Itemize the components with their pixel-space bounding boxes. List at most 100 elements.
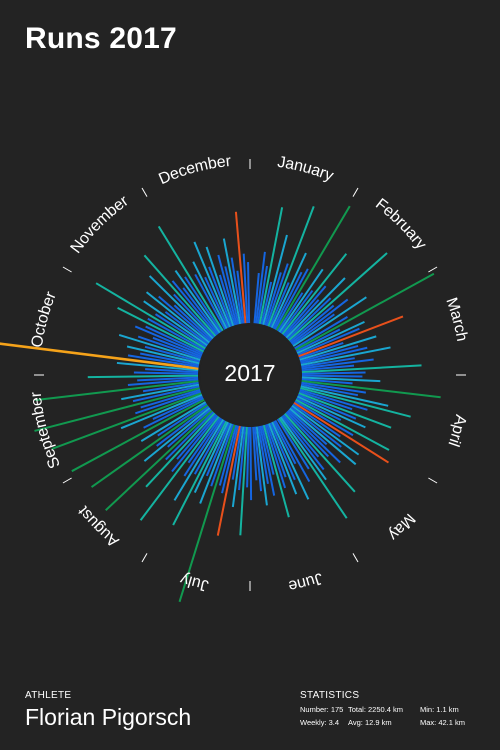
month-label: April [444,413,469,448]
run-bar [281,253,348,335]
run-bar [145,412,216,488]
run-bar [295,272,435,351]
statistics-block: STATISTICS Number: 175 Total: 2250.4 km … [300,690,495,727]
run-bar [294,316,348,350]
run-bar [274,419,311,483]
run-bar [95,282,206,350]
run-bar [270,252,307,329]
run-bar [301,357,355,368]
run-bar [293,401,390,464]
run-bar [295,398,390,451]
run-bar [286,297,332,340]
run-bar [242,253,249,324]
stat-max: Max: 42.1 km [420,718,466,727]
run-bar [294,400,354,437]
run-bar [193,421,229,494]
run-bar [120,393,203,430]
run-bar [236,270,245,324]
run-bar [231,426,243,480]
run-bar [300,385,389,407]
run-bar [272,420,297,465]
run-bar [132,385,200,403]
run-bar [259,425,276,496]
radial-run-chart: JanuaryFebruaryMarchAprilMayJuneJulyAugu… [0,153,470,603]
month-label: March [442,296,470,343]
run-bar [279,416,327,481]
run-bar [289,407,357,466]
run-bar [71,398,205,473]
run-bar [291,313,335,346]
run-bar [218,424,238,486]
run-bar [208,266,233,327]
run-bar [140,388,201,409]
run-bar [271,421,310,500]
run-bar [301,380,441,399]
run-bar [157,225,224,332]
run-bar [300,346,368,365]
run-bar [238,426,247,491]
run-bar [221,425,239,494]
run-bar [90,404,209,488]
run-bar [173,419,225,501]
month-label: November [68,192,132,256]
month-separator-tick [62,477,72,484]
run-bar [176,413,217,460]
run-bar [145,291,211,344]
run-bar [152,395,204,420]
run-bar [288,252,388,342]
run-bar [285,411,330,458]
run-bar [278,417,348,519]
statistics-label: STATISTICS [300,690,360,701]
run-bar [34,387,200,432]
run-bar [222,238,242,325]
run-bar [296,397,342,421]
run-bar [299,388,368,411]
run-bar [253,272,260,324]
run-bar [298,390,353,411]
run-bar [253,426,263,492]
run-bar [296,395,366,429]
run-bar [171,280,218,336]
month-label: August [75,502,123,550]
run-bar [173,304,213,341]
run-bar [135,390,202,415]
run-bar [192,261,228,329]
run-bar [291,404,360,456]
month-label: February [372,196,429,253]
run-bar [267,423,298,495]
run-bar [295,328,341,353]
run-bar [300,346,391,366]
run-bar [217,254,238,325]
run-bar [282,285,327,337]
run-bar [264,272,282,326]
run-bar [140,352,200,366]
run-bar [137,335,202,360]
run-bars [0,205,441,603]
run-bar [199,423,233,504]
run-bar [126,345,200,365]
run-bar [257,265,269,324]
month-label: September [28,390,64,470]
run-bar [301,374,363,378]
run-bar [266,423,287,478]
run-bar [143,300,208,347]
athlete-name: Florian Pigorsch [25,704,192,730]
run-bar [267,206,315,327]
run-bar [299,344,359,363]
run-bar [127,354,199,368]
stat-avg: Avg: 12.9 km [348,718,392,727]
run-bar [142,381,199,393]
run-bar [280,289,314,334]
run-bar [231,426,245,508]
run-bar [301,364,422,374]
run-bar [204,276,230,329]
run-bar [234,211,247,324]
run-bar [105,409,213,511]
run-bar [154,313,207,348]
run-bar [275,205,351,331]
run-bar [164,311,209,345]
month-separator-tick [428,477,438,484]
run-bar [262,234,288,325]
run-bar [133,371,199,375]
month-separator-tick [428,266,438,273]
